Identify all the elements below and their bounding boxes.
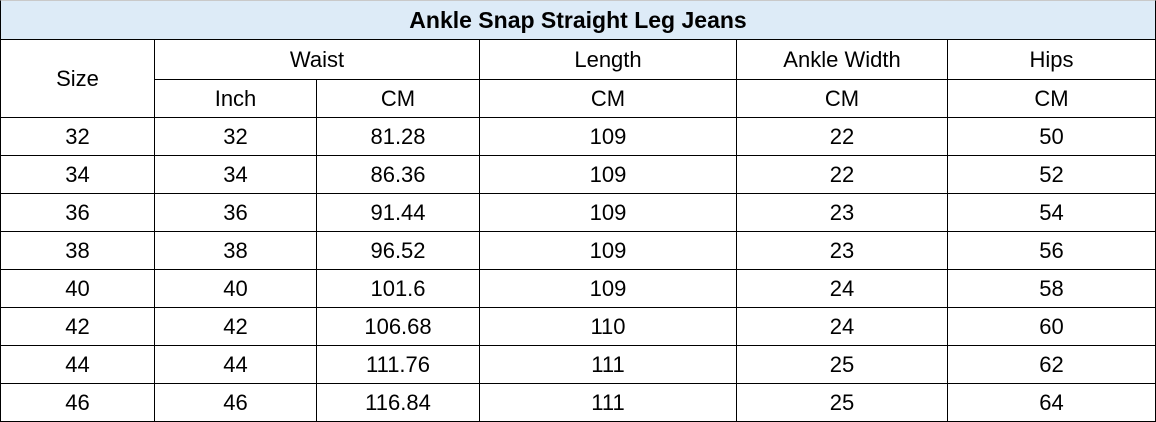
data-cell: 50 xyxy=(948,118,1156,156)
data-cell: 38 xyxy=(155,232,317,270)
data-cell: 46 xyxy=(155,384,317,422)
data-cell: 111 xyxy=(480,346,737,384)
data-cell: 24 xyxy=(737,270,948,308)
data-cell: 109 xyxy=(480,194,737,232)
header-cell: Hips xyxy=(948,40,1156,80)
data-cell: 38 xyxy=(0,232,155,270)
data-cell: 91.44 xyxy=(317,194,480,232)
data-cell: 109 xyxy=(480,156,737,194)
unit-cell: CM xyxy=(480,80,737,118)
data-cell: 44 xyxy=(155,346,317,384)
data-cell: 46 xyxy=(0,384,155,422)
data-cell: 23 xyxy=(737,232,948,270)
unit-cell: CM xyxy=(737,80,948,118)
data-cell: 36 xyxy=(0,194,155,232)
data-cell: 44 xyxy=(0,346,155,384)
header-cell: Ankle Width xyxy=(737,40,948,80)
unit-cell: CM xyxy=(948,80,1156,118)
data-cell: 60 xyxy=(948,308,1156,346)
data-cell: 22 xyxy=(737,156,948,194)
data-cell: 109 xyxy=(480,270,737,308)
table-title: Ankle Snap Straight Leg Jeans xyxy=(0,0,1156,40)
data-cell: 56 xyxy=(948,232,1156,270)
data-cell: 42 xyxy=(0,308,155,346)
data-cell: 34 xyxy=(0,156,155,194)
data-cell: 54 xyxy=(948,194,1156,232)
data-cell: 42 xyxy=(155,308,317,346)
data-cell: 111.76 xyxy=(317,346,480,384)
data-cell: 34 xyxy=(155,156,317,194)
data-cell: 116.84 xyxy=(317,384,480,422)
data-cell: 96.52 xyxy=(317,232,480,270)
data-cell: 81.28 xyxy=(317,118,480,156)
data-cell: 64 xyxy=(948,384,1156,422)
data-cell: 22 xyxy=(737,118,948,156)
data-cell: 111 xyxy=(480,384,737,422)
unit-cell: Inch xyxy=(155,80,317,118)
data-cell: 106.68 xyxy=(317,308,480,346)
data-cell: 40 xyxy=(155,270,317,308)
data-cell: 25 xyxy=(737,384,948,422)
data-cell: 86.36 xyxy=(317,156,480,194)
data-cell: 36 xyxy=(155,194,317,232)
data-cell: 110 xyxy=(480,308,737,346)
data-cell: 58 xyxy=(948,270,1156,308)
data-cell: 52 xyxy=(948,156,1156,194)
data-cell: 23 xyxy=(737,194,948,232)
data-cell: 32 xyxy=(0,118,155,156)
data-cell: 109 xyxy=(480,232,737,270)
data-cell: 101.6 xyxy=(317,270,480,308)
data-cell: 109 xyxy=(480,118,737,156)
data-cell: 24 xyxy=(737,308,948,346)
data-cell: 40 xyxy=(0,270,155,308)
header-cell: Waist xyxy=(155,40,480,80)
unit-cell: CM xyxy=(317,80,480,118)
header-cell: Length xyxy=(480,40,737,80)
data-cell: 25 xyxy=(737,346,948,384)
header-cell: Size xyxy=(0,40,155,118)
data-cell: 32 xyxy=(155,118,317,156)
data-cell: 62 xyxy=(948,346,1156,384)
